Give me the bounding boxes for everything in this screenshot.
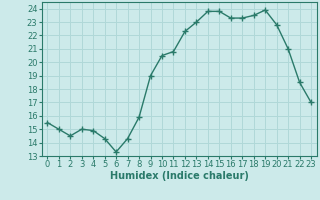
X-axis label: Humidex (Indice chaleur): Humidex (Indice chaleur) [110, 171, 249, 181]
